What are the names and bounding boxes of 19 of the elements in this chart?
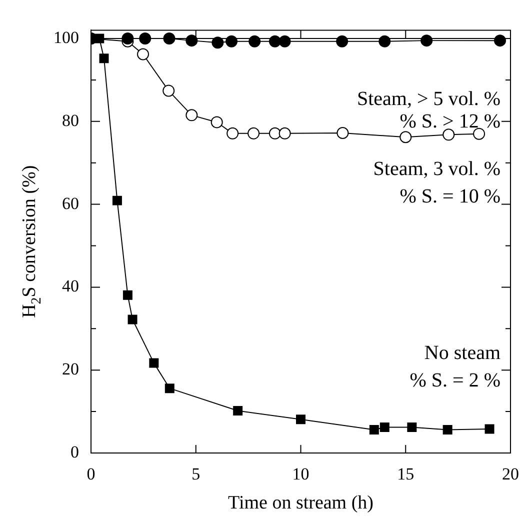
x-tick-label: 20 [502,464,519,484]
annotation: Steam, > 5 vol. % [357,88,500,110]
x-tick-label: 5 [192,464,200,484]
annotation: % S. = 10 % [400,185,500,208]
y-tick-label: 80 [62,110,79,130]
x-tick-label: 0 [86,464,96,484]
annotation: Steam, 3 vol. % [373,158,500,180]
x-axis-title: Time on stream (h) [228,492,374,514]
y-tick-label: 0 [70,442,79,462]
x-tick-label: 15 [397,464,414,484]
y-tick-label: 100 [54,28,79,47]
y-tick-label: 40 [62,276,79,296]
y-tick-label: 20 [62,360,79,379]
y-axis-title: H2S conversion (%) [18,165,45,318]
annotation: % S. = 2 % [410,369,500,392]
x-tick-label: 10 [292,464,310,484]
annotation: No steam [424,342,501,364]
annotation: % S. > 12 % [400,110,500,133]
y-tick-label: 60 [62,194,79,213]
